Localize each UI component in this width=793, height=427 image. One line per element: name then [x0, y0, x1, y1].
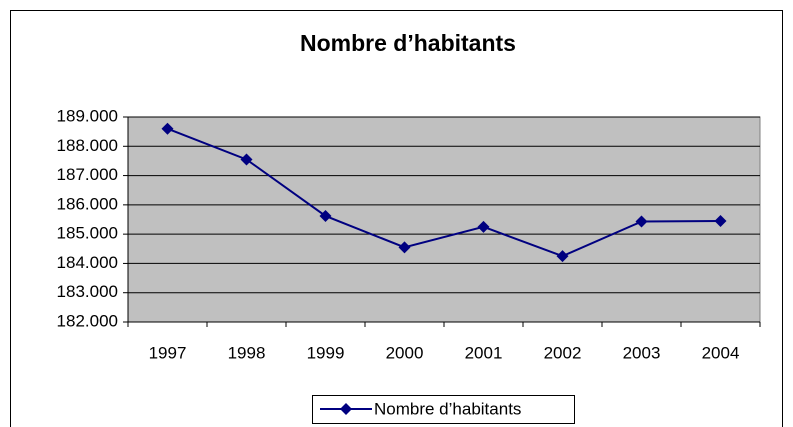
- x-tick-label: 1999: [307, 343, 345, 362]
- point-marker: [398, 241, 411, 254]
- y-tick-label: 187.000: [57, 165, 118, 184]
- plot-area: [127, 116, 761, 323]
- point-marker: [635, 215, 648, 228]
- y-tick-label: 183.000: [57, 282, 118, 301]
- point-marker: [556, 250, 569, 263]
- x-tick-label: 2001: [465, 343, 503, 362]
- x-tick-label: 2002: [544, 343, 582, 362]
- point-marker: [161, 122, 174, 135]
- point-marker: [240, 153, 253, 166]
- chart-title: Nombre d’habitants: [300, 30, 516, 56]
- x-tick-label: 1997: [149, 343, 187, 362]
- point-marker: [477, 220, 490, 233]
- legend-label: Nombre d’habitants: [374, 399, 521, 418]
- legend-marker: [340, 403, 352, 415]
- x-tick-label: 1998: [228, 343, 266, 362]
- point-marker: [714, 214, 727, 227]
- y-tick-label: 189.000: [57, 106, 118, 125]
- x-tick-label: 2000: [386, 343, 424, 362]
- point-marker: [319, 209, 332, 222]
- y-tick-label: 188.000: [57, 136, 118, 155]
- y-tick-label: 182.000: [57, 311, 118, 330]
- y-tick-label: 185.000: [57, 224, 118, 243]
- y-tick-label: 184.000: [57, 253, 118, 272]
- series-line: [167, 127, 721, 258]
- x-tick-label: 2004: [702, 343, 740, 362]
- x-tick-label: 2003: [623, 343, 661, 362]
- y-tick-label: 186.000: [57, 194, 118, 213]
